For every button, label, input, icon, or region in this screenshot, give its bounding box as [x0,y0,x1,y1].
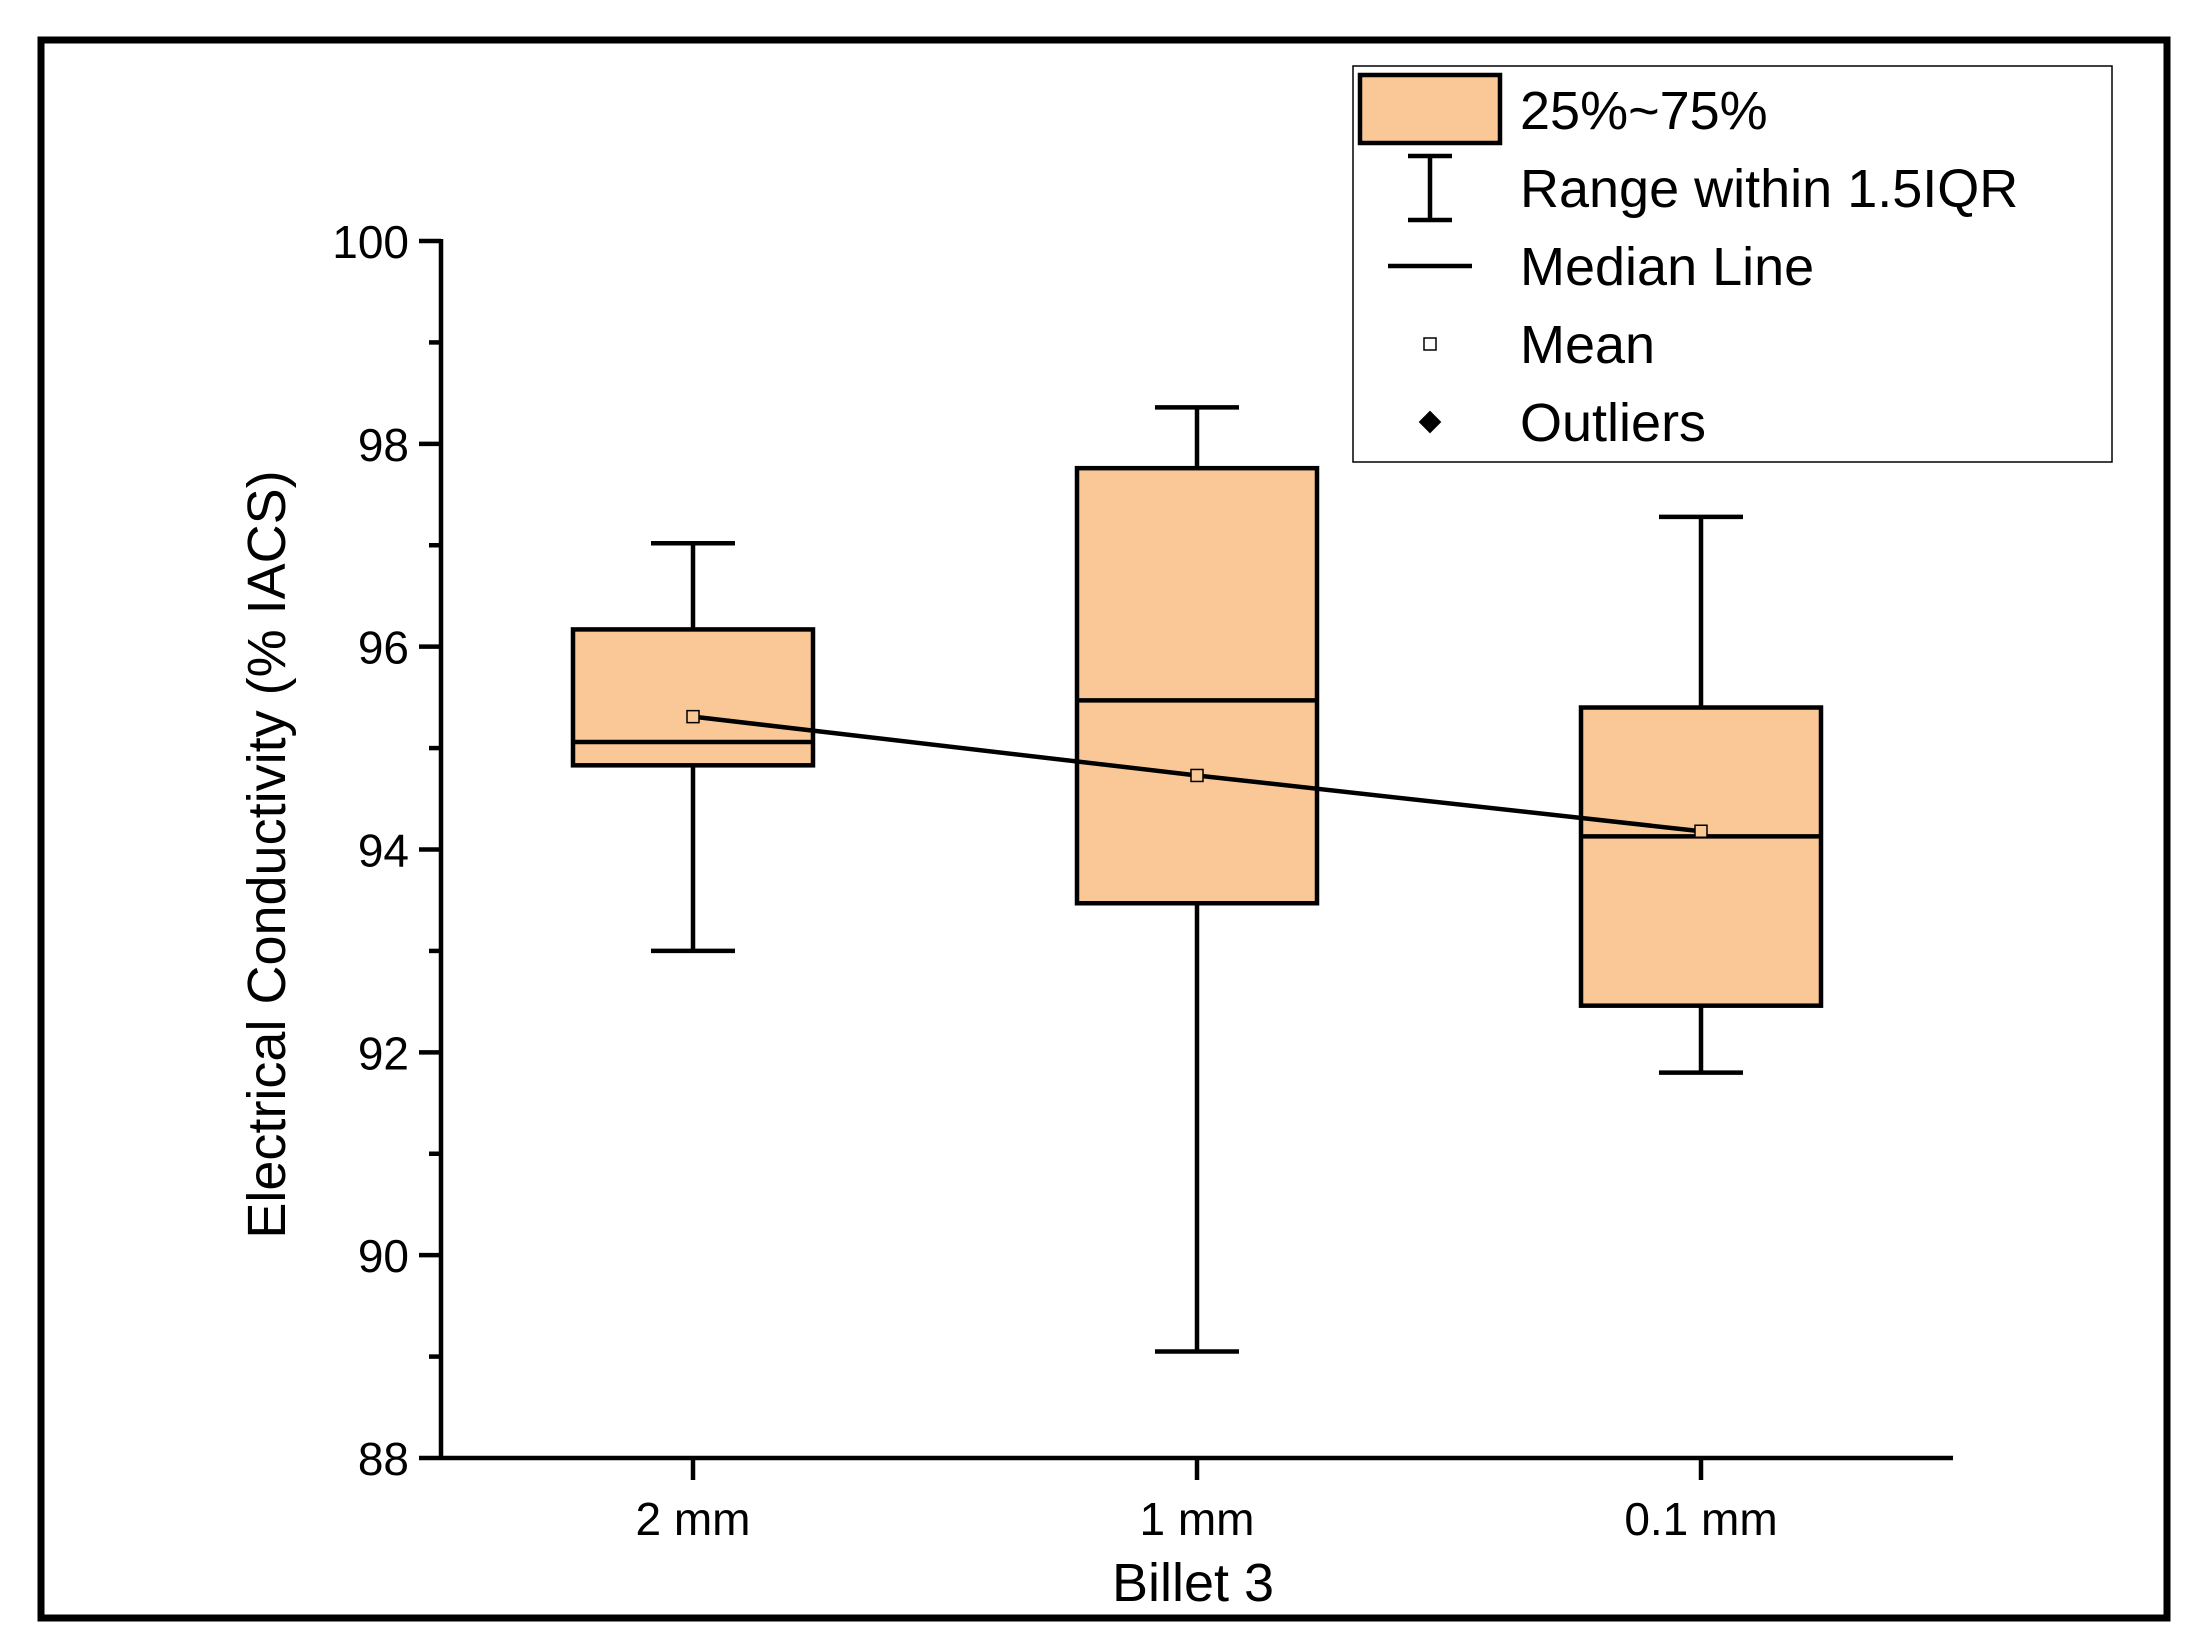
x-axis-label: Billet 3 [1112,1553,1274,1613]
y-tick-label: 94 [358,825,409,877]
box-2-mm [570,540,816,954]
legend-item-whisker: Range within 1.5IQR [1408,153,2018,223]
legend-label: Median Line [1520,237,1814,297]
y-tick-label: 96 [358,622,409,674]
box-1-mm [1074,405,1320,1354]
mean-series [686,709,1708,838]
legend-outlier-icon [1418,410,1442,434]
mean-marker [1190,768,1204,783]
legend-label: Range within 1.5IQR [1520,159,2018,219]
x-tick-label: 0.1 mm [1624,1493,1777,1545]
legend-label: 25%~75% [1520,81,1768,141]
legend-mean-icon [1423,337,1437,351]
box-0-1-mm [1578,514,1824,1075]
legend-item-mean: Mean [1423,315,1655,375]
x-tick-label: 1 mm [1140,1493,1255,1545]
legend-box-swatch [1357,72,1503,146]
y-axis-label: Electrical Conductivity (% IACS) [237,470,297,1238]
iqr-box [1578,705,1824,1008]
legend-label: Outliers [1520,393,1706,453]
mean-marker [1694,824,1708,838]
legend-item-outlier: Outliers [1418,393,1706,453]
legend-item-box: 25%~75% [1357,72,1768,146]
y-tick-label: 100 [332,216,409,268]
y-tick-label: 98 [358,419,409,471]
legend-label: Mean [1520,315,1655,375]
legend: 25%~75% Range within 1.5IQR Median Line Mea… [1352,65,2113,463]
box-plots [570,405,1824,1354]
legend-item-median: Median Line [1388,237,1814,297]
y-tick-label: 88 [358,1433,409,1485]
iqr-box [570,627,816,768]
y-tick-label: 92 [358,1027,409,1079]
x-tick-label: 2 mm [636,1493,751,1545]
iqr-box [1074,465,1320,906]
mean-marker [686,709,700,724]
axes: 88 90 92 94 96 98 100 2 mm 1 mm 0.1 mm Billet 3 Ele… [237,216,1953,1613]
y-tick-label: 90 [358,1230,409,1282]
